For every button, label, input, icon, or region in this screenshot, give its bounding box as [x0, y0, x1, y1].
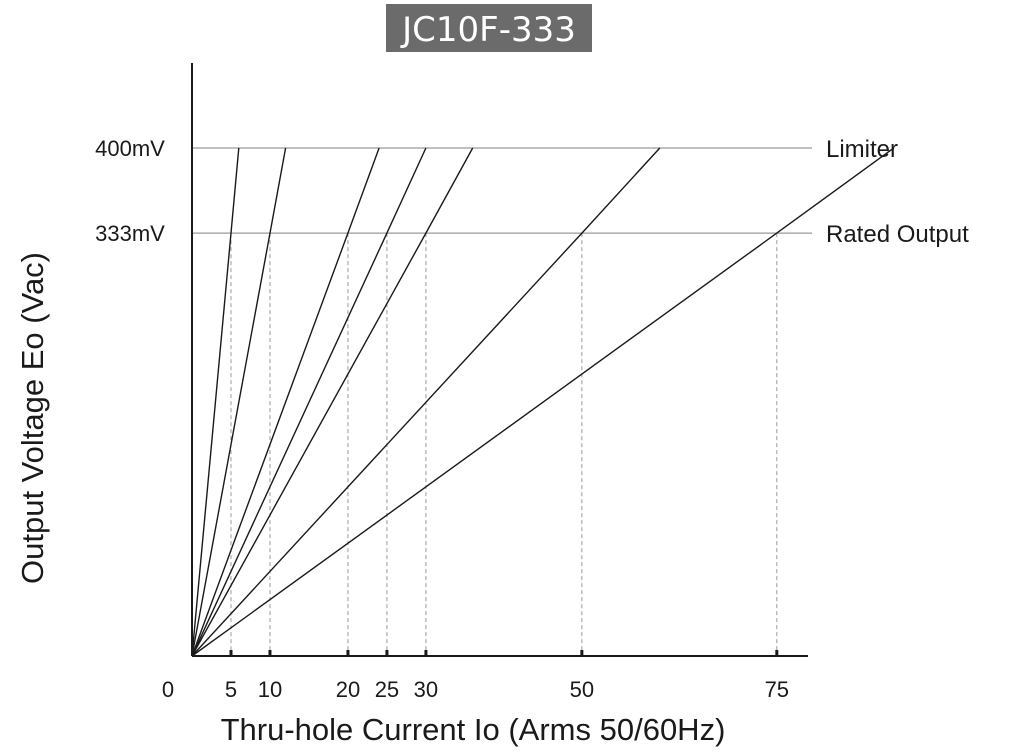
y-tick-label-rated-output: 333mV: [95, 221, 165, 246]
reference-lines: 400mV Limiter 333mV Rated Output: [95, 136, 969, 248]
series-line-25: [191, 147, 427, 657]
series-line-75: [191, 147, 895, 657]
x-origin-label: 0: [162, 677, 174, 702]
series-line-20: [191, 147, 380, 657]
series-line-10: [191, 147, 287, 657]
x-tick-label-10: 10: [258, 677, 282, 702]
x-tick-label-20: 20: [336, 677, 360, 702]
title-background: [386, 4, 592, 52]
x-tick-label-50: 50: [570, 677, 594, 702]
rated-drop-lines: [230, 233, 778, 656]
x-tick-label-75: 75: [765, 677, 789, 702]
x-axis-label: Thru-hole Current Io (Arms 50/60Hz): [221, 712, 726, 747]
series-line-5: [191, 147, 240, 657]
title-badge: JC10F-333: [386, 4, 592, 52]
series-lines: [191, 147, 895, 657]
x-ticks: 5 10 20 25 30 50 75: [225, 650, 789, 702]
x-tick-label-5: 5: [225, 677, 237, 702]
reference-label-rated-output: Rated Output: [826, 221, 969, 248]
x-tick-label-25: 25: [375, 677, 399, 702]
series-line-50: [191, 147, 661, 657]
y-axis-label: Output Voltage Eo (Vac): [15, 252, 50, 584]
chart-title: JC10F-333: [400, 10, 576, 50]
reference-label-limiter: Limiter: [826, 136, 898, 163]
series-line-30: [191, 147, 474, 657]
x-tick-label-30: 30: [414, 677, 438, 702]
y-tick-label-limiter: 400mV: [95, 136, 165, 161]
